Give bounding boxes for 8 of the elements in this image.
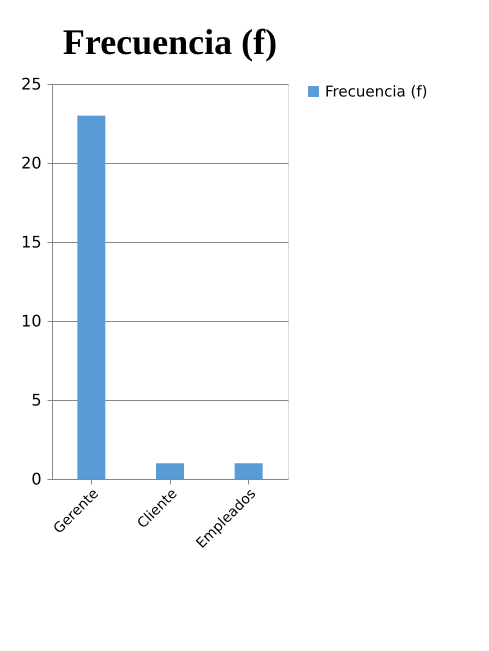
y-tick-label: 5 [31, 390, 42, 410]
y-tick-label: 10 [21, 312, 42, 330]
y-tick-label: 0 [31, 470, 42, 488]
legend-label: Frecuencia (f) [325, 82, 428, 100]
y-tick-label: 25 [21, 74, 42, 94]
y-tick-label: 15 [21, 232, 42, 252]
chart-title: Frecuencia (f) [62, 22, 278, 62]
y-tick-label: 20 [21, 154, 42, 172]
